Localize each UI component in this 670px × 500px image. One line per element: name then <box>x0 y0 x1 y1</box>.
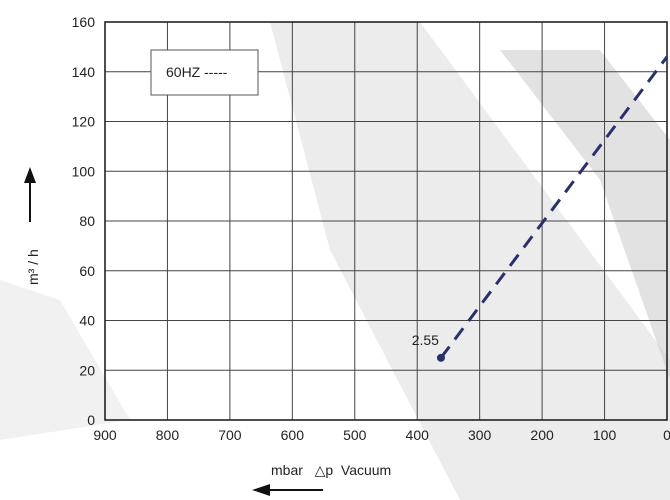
x-tick-label: 900 <box>93 427 117 443</box>
y-tick-label: 60 <box>79 263 95 279</box>
y-axis-label: m³ / h <box>25 249 41 285</box>
legend: 60HZ ----- <box>150 49 259 96</box>
x-axis-label: mbar △p Vacuum <box>271 462 391 478</box>
x-tick-label: 500 <box>343 427 367 443</box>
series-layer: 2.55 <box>412 55 669 362</box>
x-tick-label: 400 <box>406 427 430 443</box>
series-start-point <box>436 353 445 362</box>
legend-entry: 60HZ ----- <box>166 64 228 80</box>
x-tick-label: 100 <box>593 427 617 443</box>
y-axis-label-group: m³ / h <box>24 167 41 285</box>
x-axis-label-group: mbar △p Vacuum <box>252 462 391 496</box>
x-tick-label: 600 <box>281 427 305 443</box>
y-tick-label: 20 <box>79 362 95 378</box>
x-tick-label: 300 <box>468 427 492 443</box>
y-tick-label: 80 <box>79 213 95 229</box>
legend-box <box>150 49 259 96</box>
y-tick-label: 140 <box>72 64 96 80</box>
x-tick-labels: 900 800 700 600 500 400 300 200 100 0 <box>93 427 670 443</box>
y-tick-label: 120 <box>72 114 96 130</box>
background-watermark <box>0 22 670 500</box>
x-tick-label: 800 <box>156 427 180 443</box>
x-arrow-left-icon <box>252 484 270 496</box>
x-tick-label: 200 <box>530 427 554 443</box>
y-tick-labels: 0 20 40 60 80 100 120 140 160 <box>72 14 96 428</box>
point-annotation: 2.55 <box>412 332 439 348</box>
y-tick-label: 100 <box>72 163 96 179</box>
x-tick-label: 0 <box>663 427 670 443</box>
plot-frame <box>104 21 668 421</box>
y-arrow-up-icon <box>24 167 36 183</box>
y-tick-label: 0 <box>87 412 95 428</box>
y-tick-label: 160 <box>72 14 96 30</box>
x-tick-label: 700 <box>218 427 242 443</box>
series-line-60hz <box>439 55 669 359</box>
y-tick-label: 40 <box>79 313 95 329</box>
